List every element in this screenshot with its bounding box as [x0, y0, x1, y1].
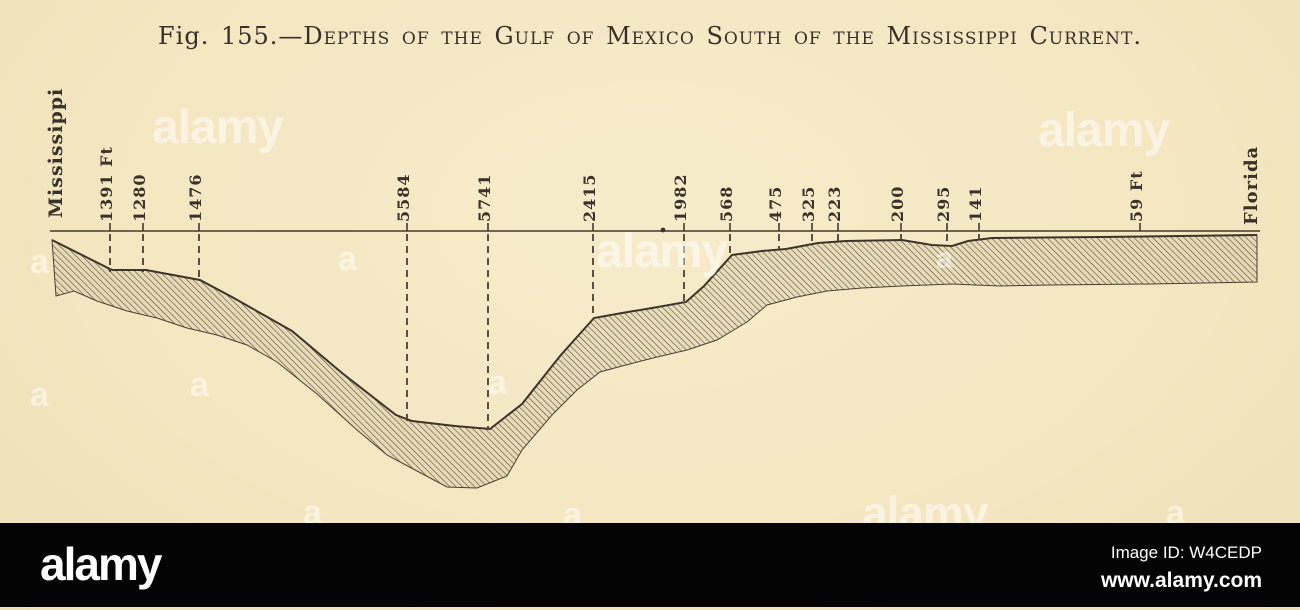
sounding-label: 568 [717, 185, 736, 222]
sounding-label: 59 Ft [1127, 170, 1146, 222]
sounding-label: 223 [825, 185, 844, 222]
sounding-label: 1391 Ft [97, 146, 116, 222]
sounding-dot [660, 227, 666, 233]
watermark-bottom-bar: alamy Image ID: W4CEDP www.alamy.com [0, 523, 1300, 607]
sounding-label: 200 [888, 185, 907, 222]
figure-number: Fig. 155.— [158, 22, 304, 50]
endpoint-label-florida: Florida [1241, 145, 1262, 225]
image-id-text: Image ID: W4CEDP [1110, 543, 1262, 562]
sounding-label: 1476 [186, 173, 205, 222]
figure-title: Fig. 155.—Depths of the Gulf of Mexico S… [0, 22, 1300, 50]
sounding-label: 1982 [671, 173, 690, 222]
sounding-label: 295 [934, 185, 953, 222]
sea-floor-contour [51, 234, 1258, 431]
figure-title-text: Depths of the Gulf of Mexico South of th… [303, 22, 1142, 50]
sounding-label: 2415 [580, 173, 599, 222]
sounding-label: 325 [799, 185, 818, 222]
sounding-label: 475 [766, 185, 785, 222]
alamy-logo: alamy [40, 538, 162, 590]
sea-floor-band [51, 234, 1258, 489]
depth-profile-drawing [50, 223, 1260, 489]
sounding-label: 141 [966, 185, 985, 222]
sounding-label: 1280 [130, 173, 149, 222]
alamy-url-text: www.alamy.com [1100, 569, 1262, 592]
sounding-label: 5584 [394, 173, 413, 222]
endpoint-label-mississippi: Mississippi [45, 87, 67, 218]
sounding-label: 5741 [475, 173, 494, 222]
